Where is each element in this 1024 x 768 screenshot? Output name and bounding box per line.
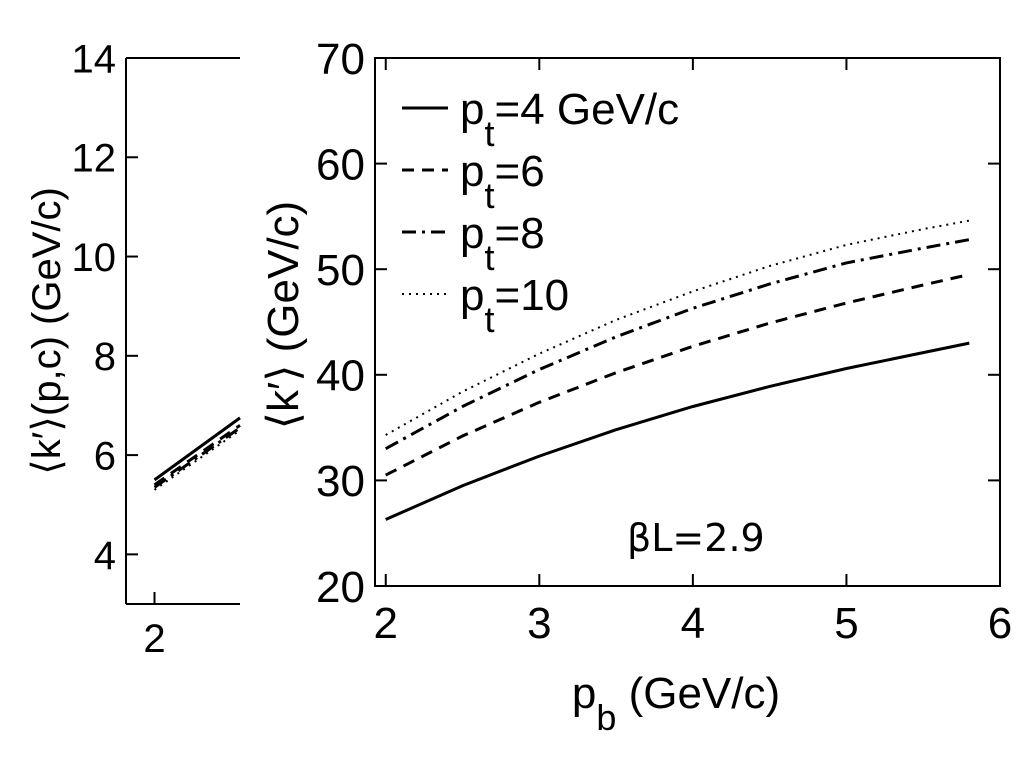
right-x-tick-label: 5 xyxy=(834,599,858,648)
left-y-axis-label: ⟨k′⟩(p,c) (GeV/c) xyxy=(25,187,69,475)
left-x-tick-label: 2 xyxy=(143,617,165,661)
right-series-line-dashdot xyxy=(384,238,970,451)
right-y-tick-label: 30 xyxy=(316,457,365,506)
left-plot-area xyxy=(153,416,241,491)
left-y-tick-label: 14 xyxy=(72,37,117,81)
right-y-tick-label: 60 xyxy=(316,140,365,189)
left-y-tick-label: 6 xyxy=(94,434,116,478)
right-x-tick-label: 4 xyxy=(681,599,705,648)
legend: pt=4 GeV/cpt=6pt=8pt=10 xyxy=(402,85,679,340)
left-series-line-solid xyxy=(153,416,241,482)
left-y-tick-label: 12 xyxy=(72,137,117,181)
right-plot-area xyxy=(384,219,970,521)
left-y-tick-label: 4 xyxy=(94,534,116,578)
right-series-line-dashed xyxy=(385,273,970,477)
right-y-tick-label: 40 xyxy=(316,352,365,401)
left-y-tick-label: 8 xyxy=(94,335,116,379)
right-x-tick-label: 3 xyxy=(527,599,551,648)
right-series-line-solid xyxy=(385,341,970,521)
legend-label: pt=4 GeV/c xyxy=(460,85,679,154)
legend-label: pt=6 xyxy=(460,147,545,216)
annotation-beta-l: βL=2.9 xyxy=(627,516,765,560)
right-plot-frame xyxy=(374,57,1001,587)
right-x-axis-label: pb (GeV/c) xyxy=(572,669,780,738)
left-ticks: 4 6 8 10 12 14 2 xyxy=(72,37,166,661)
left-series-line-dotted xyxy=(153,429,241,491)
left-series-line-dashed xyxy=(153,424,241,487)
right-y-tick-label: 70 xyxy=(316,35,365,84)
right-y-axis-label: ⟨k′⟩ (GeV/c) xyxy=(259,201,308,429)
left-series-line-dashdot xyxy=(153,426,241,489)
right-y-tick-label: 20 xyxy=(316,563,365,612)
right-panel: 20 30 40 50 60 70 2 3 4 5 6 ⟨k′⟩ (GeV/c) pb (GeV/c… xyxy=(259,35,1012,738)
right-y-tick-label: 50 xyxy=(316,246,365,295)
right-ticks: 20 30 40 50 60 70 2 3 4 5 6 xyxy=(316,35,1012,648)
left-panel: 4 6 8 10 12 14 2 ⟨k′⟩(p,c) (GeV/c) xyxy=(25,37,241,661)
right-x-tick-label: 6 xyxy=(988,599,1012,648)
left-y-tick-label: 10 xyxy=(72,236,117,280)
right-x-tick-label: 2 xyxy=(374,599,398,648)
legend-label: pt=8 xyxy=(460,209,545,278)
legend-label: pt=10 xyxy=(460,271,569,340)
